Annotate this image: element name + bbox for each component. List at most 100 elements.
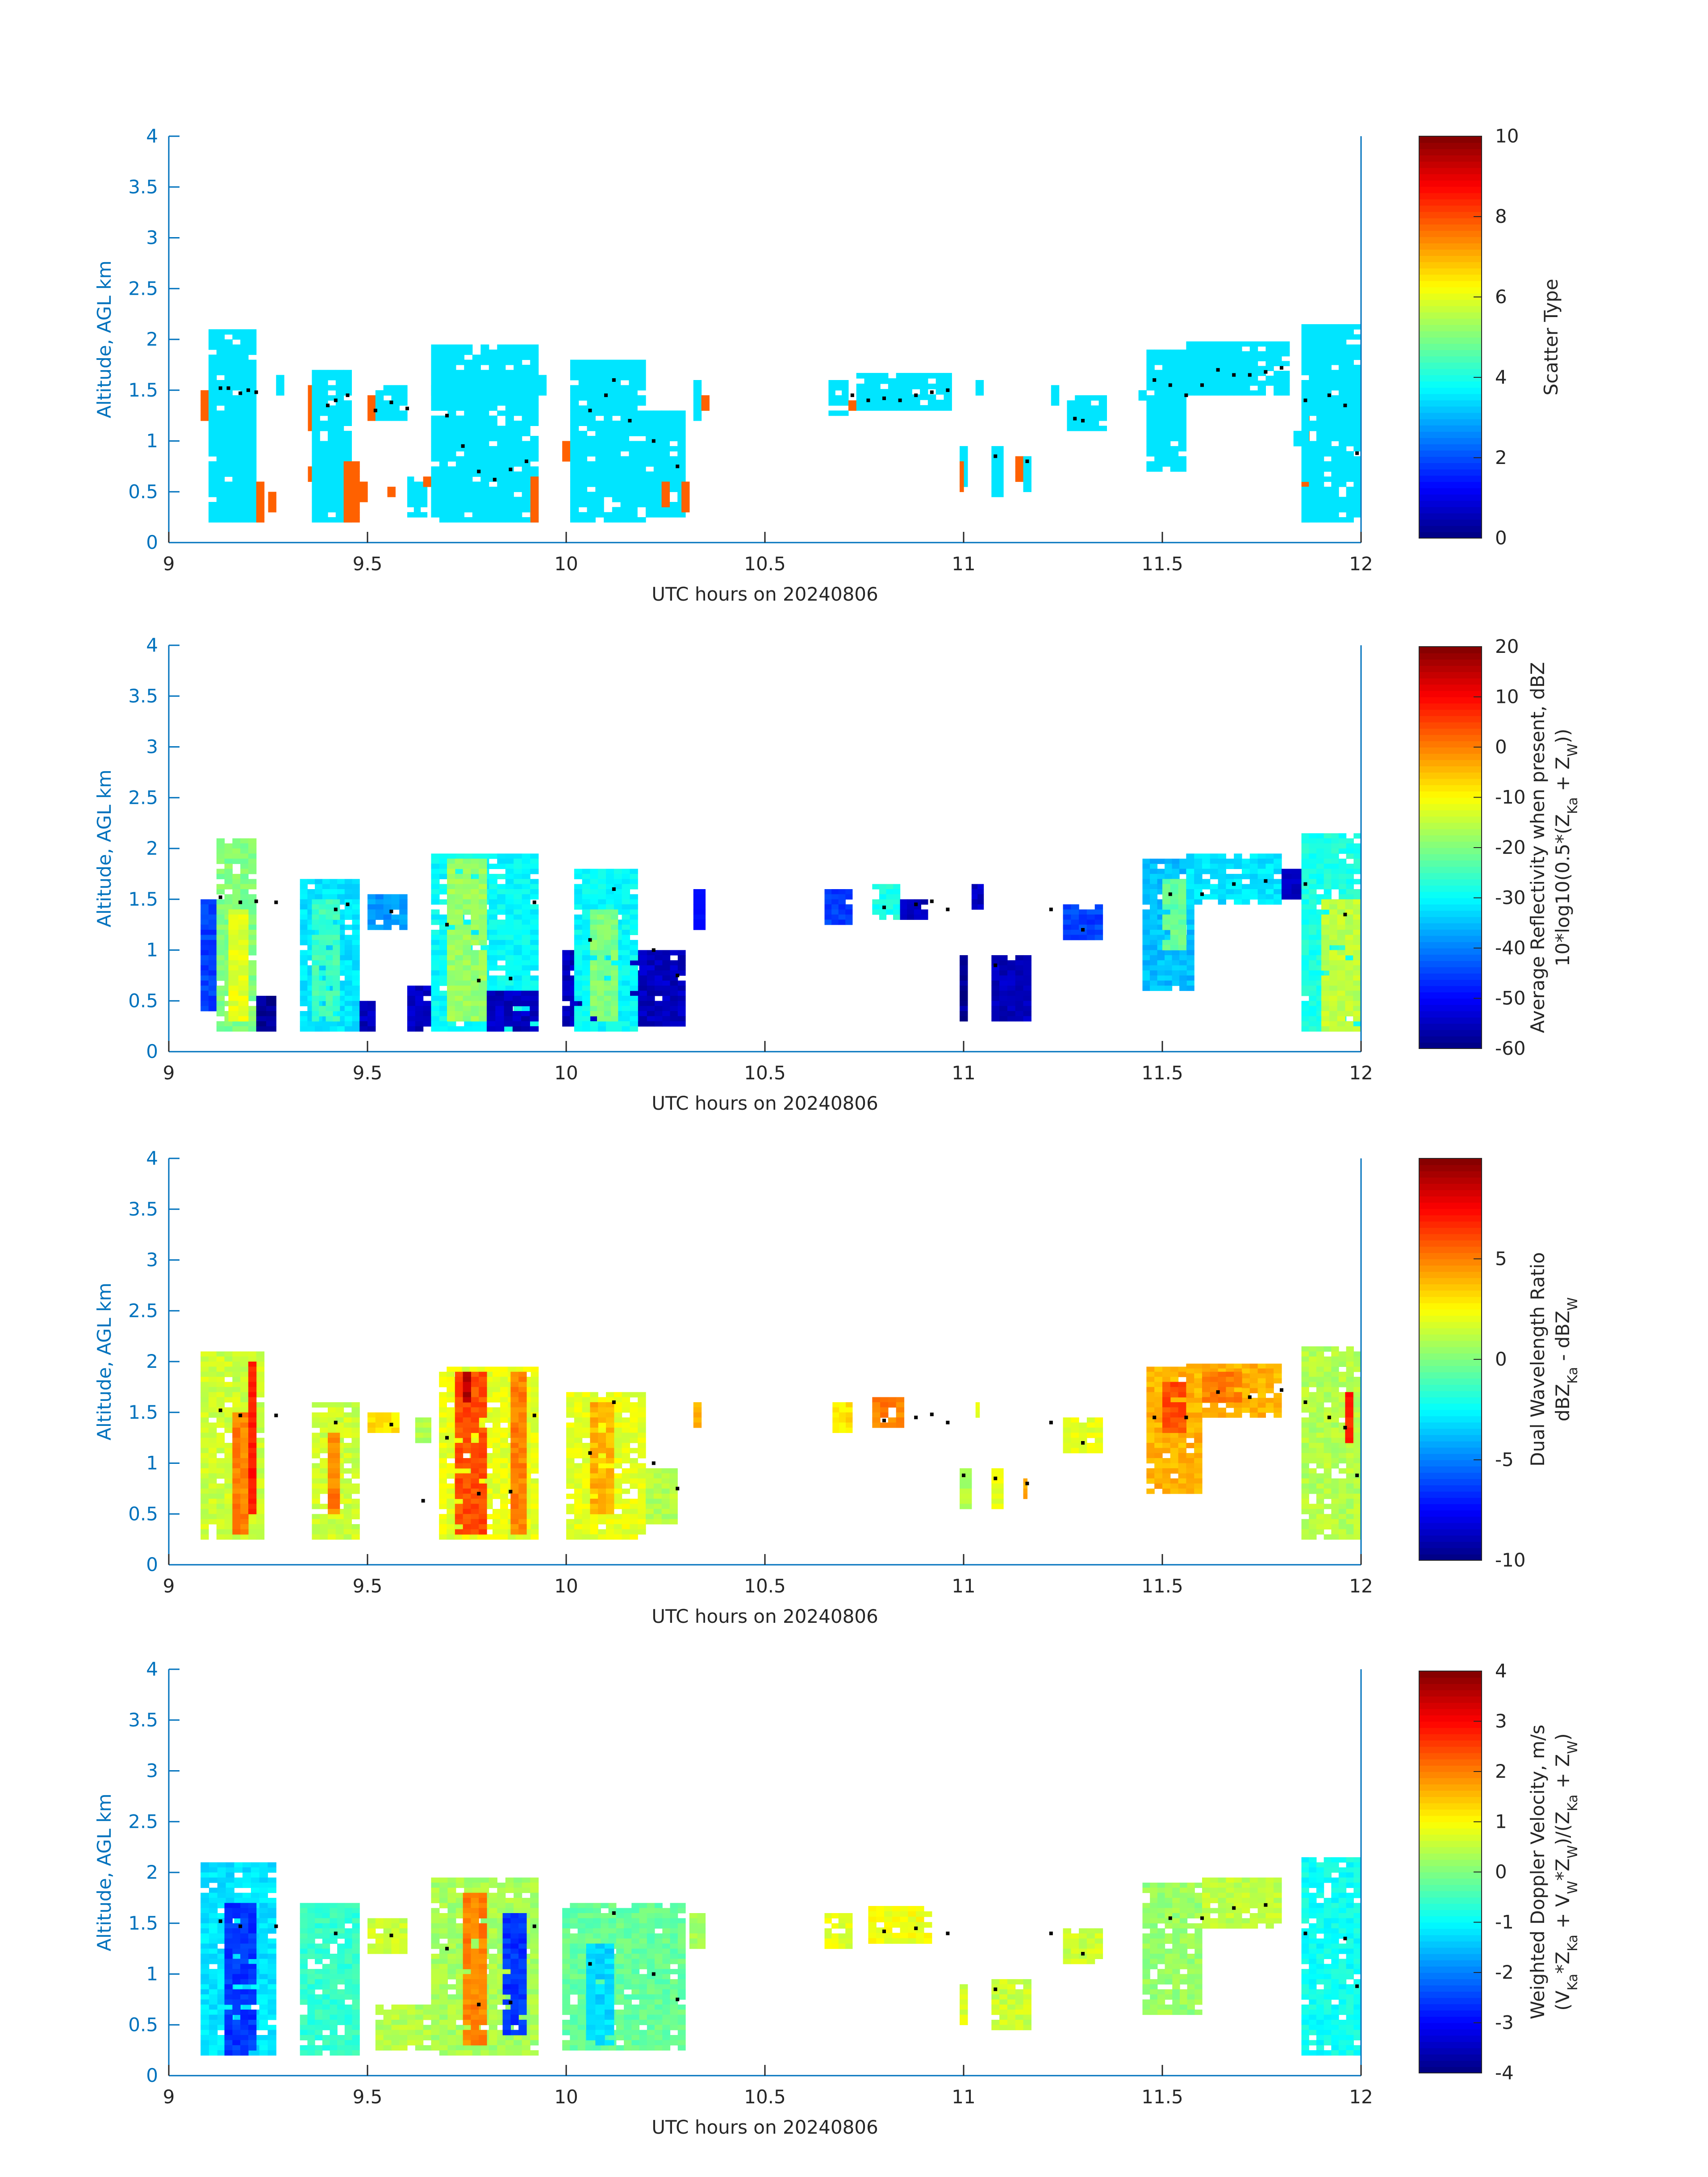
data-cell <box>335 451 344 457</box>
data-cell <box>1170 355 1179 360</box>
data-cell <box>693 410 702 416</box>
data-cell <box>455 965 464 971</box>
data-cell <box>1301 970 1309 976</box>
data-cell <box>1157 980 1165 986</box>
data-cell <box>216 935 225 940</box>
colorbar-swatch <box>1419 167 1482 175</box>
data-cell <box>611 986 618 991</box>
data-cell <box>1186 351 1194 357</box>
data-cell <box>1170 930 1179 935</box>
data-cell <box>1346 405 1354 411</box>
data-cell <box>1309 324 1317 330</box>
data-cell <box>228 1001 239 1007</box>
data-cell <box>522 955 530 961</box>
data-cell <box>1338 471 1347 477</box>
data-cell <box>232 471 241 477</box>
data-cell <box>248 380 257 385</box>
data-cell <box>312 986 319 991</box>
data-cell <box>620 512 629 518</box>
data-cell <box>383 385 392 391</box>
data-cell <box>240 512 249 518</box>
data-cell <box>248 924 257 930</box>
data-cell <box>1179 950 1187 956</box>
data-cell <box>1146 380 1155 385</box>
data-cell <box>238 965 249 971</box>
data-cell <box>335 400 344 406</box>
data-cell <box>505 960 514 966</box>
data-cell <box>991 446 1004 451</box>
data-cell <box>1353 960 1361 966</box>
data-cell <box>1242 390 1250 396</box>
data-cell <box>907 899 915 905</box>
data-cell <box>1023 486 1031 492</box>
data-cell <box>574 1006 583 1011</box>
data-cell <box>1301 441 1309 447</box>
data-cell <box>439 853 448 859</box>
data-cell <box>646 492 654 497</box>
data-cell <box>977 889 984 894</box>
data-cell <box>1353 894 1361 900</box>
data-cell <box>646 430 654 436</box>
data-cell <box>1150 955 1158 961</box>
data-cell <box>326 1006 333 1011</box>
data-cell <box>320 512 328 518</box>
data-cell <box>522 986 530 991</box>
data-cell <box>224 451 233 457</box>
data-cell <box>240 395 249 401</box>
data-cell <box>639 955 647 961</box>
data-cell <box>661 476 670 482</box>
data-cell <box>1309 334 1317 340</box>
data-cell <box>224 390 233 396</box>
data-cell <box>582 869 590 874</box>
data-cell <box>912 394 920 400</box>
data-cell <box>1226 371 1234 376</box>
data-cell <box>1202 366 1211 371</box>
data-cell <box>1178 415 1186 421</box>
data-cell <box>431 889 440 894</box>
data-cell <box>1301 507 1309 513</box>
data-cell <box>597 945 605 951</box>
data-cell <box>677 471 686 477</box>
data-cell <box>447 1016 455 1022</box>
data-cell <box>1242 371 1250 376</box>
data-cell <box>335 507 344 513</box>
data-cell <box>1309 833 1317 839</box>
data-cell <box>335 497 344 502</box>
data-cell <box>359 1021 368 1027</box>
data-cell <box>1234 889 1242 894</box>
colorbar-swatch <box>1419 375 1482 382</box>
data-cell <box>232 894 241 900</box>
data-cell <box>1337 960 1345 966</box>
data-cell <box>216 843 225 849</box>
colorbar-swatch <box>1419 525 1482 532</box>
data-cell <box>399 390 408 396</box>
data-cell <box>1353 995 1361 1001</box>
data-cell <box>530 370 539 376</box>
data-cell <box>464 344 473 350</box>
data-cell <box>232 421 241 426</box>
data-cell <box>375 390 384 396</box>
data-cell <box>661 481 670 487</box>
data-cell <box>472 853 481 859</box>
data-cell <box>1210 884 1219 890</box>
data-cell <box>856 405 865 411</box>
data-cell <box>200 390 209 396</box>
data-cell <box>320 451 328 457</box>
data-cell <box>1291 884 1302 890</box>
data-cell <box>1226 351 1234 357</box>
data-cell <box>935 405 944 411</box>
data-cell <box>1090 415 1099 421</box>
data-cell <box>256 995 267 1001</box>
data-cell <box>562 995 570 1001</box>
data-cell <box>1162 889 1171 894</box>
marker-point <box>493 477 497 481</box>
data-cell <box>522 395 530 401</box>
data-cell <box>200 950 209 956</box>
data-cell <box>977 904 984 910</box>
data-cell <box>497 909 506 915</box>
data-cell <box>661 507 670 513</box>
data-cell <box>471 950 479 956</box>
data-cell <box>497 355 506 360</box>
data-cell <box>611 965 618 971</box>
data-cell <box>1063 930 1071 935</box>
